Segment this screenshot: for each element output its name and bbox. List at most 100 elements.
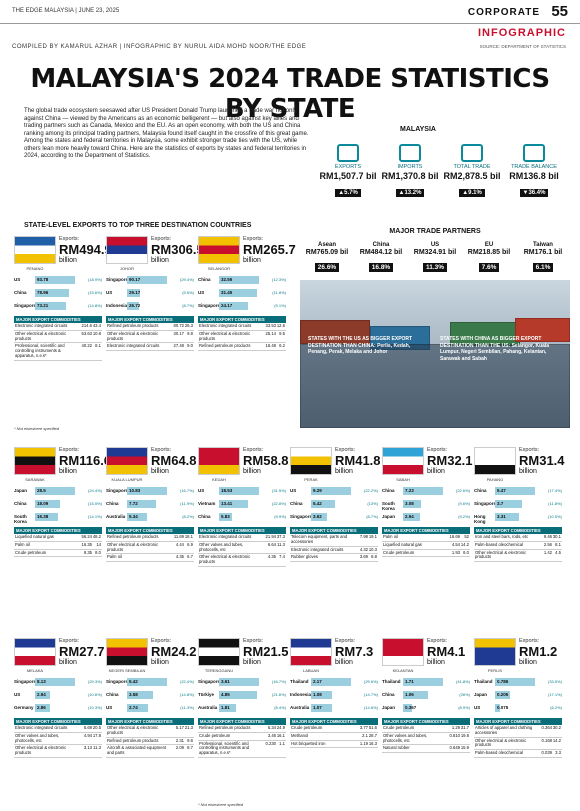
destination-country: US [474, 705, 481, 710]
destination-bar: Japan 2.94 (9.2%) [382, 511, 470, 523]
kpi-change: ▲9.1% [459, 189, 485, 197]
destination-share: (26%) [459, 692, 470, 697]
commodity-name: Methanol [291, 732, 309, 738]
destination-country: Singapore [106, 277, 129, 282]
commodity-row: Crude petroleum 3.46 16.1 [198, 733, 286, 741]
intro-paragraph: The global trade ecosystem seesawed afte… [24, 108, 309, 159]
destination-value: 3.62 [313, 514, 322, 519]
commodity-value: 30.17 [173, 330, 184, 336]
destination-share: (8.7%) [366, 514, 378, 519]
destination-country: China [14, 501, 27, 506]
partner-name: EU [484, 242, 494, 248]
destination-country: Australia [198, 705, 218, 710]
destination-value: 5.42 [129, 679, 138, 684]
destination-bar: China 5.83 (9.9%) [198, 511, 286, 523]
destination-country: Singapore [106, 679, 129, 684]
destination-bar: Singapore 5.42 (22.4%) [106, 676, 194, 688]
bar-fill [403, 487, 443, 495]
destination-country: US [198, 290, 205, 295]
commodity-name: Crude petroleum [383, 549, 415, 555]
commodity-share: 20.5 [92, 725, 101, 730]
commodity-name: Professional, scientific and controlling… [15, 343, 65, 359]
bar-fill [35, 678, 75, 686]
exports-label: Exports: [427, 638, 448, 644]
bar-fill [35, 500, 60, 508]
commodities-table: MAJOR EXPORT COMMODITIES Iron and steel b… [474, 527, 562, 563]
state-sarawak: SARAWAK Exports: RM116.6 billion Japan 28.5 (2… [14, 447, 111, 602]
export-amount: RM32.1 [427, 453, 473, 468]
destination-value: 28.5 [37, 488, 46, 493]
destination-value: 2.94 [405, 514, 414, 519]
commodity-share: 19.1 [368, 534, 377, 539]
kpi-label: TRADE BALANCE [511, 164, 557, 170]
destination-value: 29.17 [129, 290, 141, 295]
destination-value: 5.47 [497, 488, 506, 493]
destination-share: (31.5%) [271, 488, 286, 493]
kpi-label: TOTAL TRADE [453, 164, 491, 170]
commodity-name: Telecom equipment, parts and accessories [291, 534, 348, 544]
destination-bar: Thailand 2.17 (29.6%) [290, 676, 378, 688]
commodity-name: Electronic integrated circuits [107, 343, 160, 349]
credits: COMPILED BY KAMARUL AZHAR | INFOGRAPHIC … [12, 44, 307, 50]
commodities-header: MAJOR EXPORT COMMODITIES [198, 527, 286, 534]
commodities-header: MAJOR EXPORT COMMODITIES [106, 316, 194, 323]
commodity-share: 11.3 [277, 541, 285, 547]
state-kuala-lumpur: KUALA LUMPUR Exports: RM64.8 billion Singapo… [106, 447, 197, 602]
destination-value: 18.53 [221, 488, 233, 493]
commodity-share: 8.0 [95, 549, 101, 555]
commodity-value: 11.69 [173, 534, 184, 539]
commodity-share: 21.3 [184, 725, 193, 730]
destination-value: 9.29 [313, 488, 322, 493]
billion-label: billion [151, 659, 169, 666]
export-amount: RM306.5 [151, 242, 204, 257]
commodity-row: Other electrical & electronic products 53… [14, 331, 102, 344]
commodity-name: Other electrical & electronic products [107, 330, 159, 341]
bar-fill [219, 487, 259, 495]
bar-fill [219, 513, 232, 521]
destination-value: 5.34 [129, 514, 138, 519]
commodity-name: Palm oil [15, 541, 30, 547]
commodity-name: Refined petroleum products [199, 725, 251, 730]
state-kedah: KEDAH Exports: RM58.8 billion US 18.53 (31.5%)… [198, 447, 289, 602]
malaysia-title: MALAYSIA [400, 126, 436, 133]
commodity-share: 10.3 [368, 546, 377, 552]
commodity-name: Crude petroleum [291, 725, 323, 730]
commodity-share: 3.3 [555, 750, 561, 756]
bar-fill [127, 487, 167, 495]
destination-share: (14.8%) [179, 692, 194, 697]
exports-label: Exports: [151, 447, 172, 453]
kpi-icon [523, 144, 545, 162]
exports-label: Exports: [243, 447, 264, 453]
destination-share: (22.8%) [271, 501, 286, 506]
bar-fill [495, 691, 510, 699]
destination-value: 78.96 [37, 290, 49, 295]
state-negeri-sembilan: NEGERI SEMBILAN Exports: RM24.2 billion Sing… [106, 638, 197, 793]
bar-fill [219, 500, 248, 508]
commodity-row: Crude petroleum 1.29 31.7 [382, 725, 470, 733]
commodity-row: Crude petroleum 3.77 51.6 [290, 725, 378, 733]
commodity-share: 16.1 [276, 732, 285, 738]
commodity-value: 40.22 [81, 343, 92, 349]
commodity-share: 30.2 [552, 725, 561, 730]
commodities-header: MAJOR EXPORT COMMODITIES [198, 316, 286, 323]
exports-label: Exports: [151, 638, 172, 644]
commodity-row: Refined petroleum products 5.34 24.9 [198, 725, 286, 733]
kpi-value: RM136.8 bil [509, 171, 559, 181]
destination-bar: Thailand 1.71 (41.8%) [382, 676, 470, 688]
destination-country: Thailand [474, 679, 493, 684]
section-name: CORPORATE [467, 7, 540, 18]
commodity-name: Other electrical & electronic products [199, 330, 251, 341]
commodity-share: 19.8 [460, 732, 469, 738]
page-title: MALAYSIA'S 2024 TRADE STATISTICS BY STAT… [30, 64, 550, 124]
billion-label: billion [243, 659, 261, 666]
commodity-row: Other electrical & electronic products 1.… [474, 550, 562, 563]
bar-fill [311, 691, 332, 699]
commodity-name: Palm-based oleochemical [475, 541, 523, 547]
commodities-table: MAJOR EXPORT COMMODITIES Crude petroleum 3… [290, 718, 378, 749]
destination-bar: South Korea 3.08 (9.6%) [382, 498, 470, 511]
commodity-row: Electronic integrated circuits 27.48 9.0 [106, 343, 194, 352]
destination-bar: Australia 1.81 (8.4%) [198, 702, 286, 714]
commodity-value: 27.48 [173, 343, 184, 349]
commodity-name: Liquefied natural gas [15, 534, 54, 539]
destination-country: China [474, 488, 487, 493]
